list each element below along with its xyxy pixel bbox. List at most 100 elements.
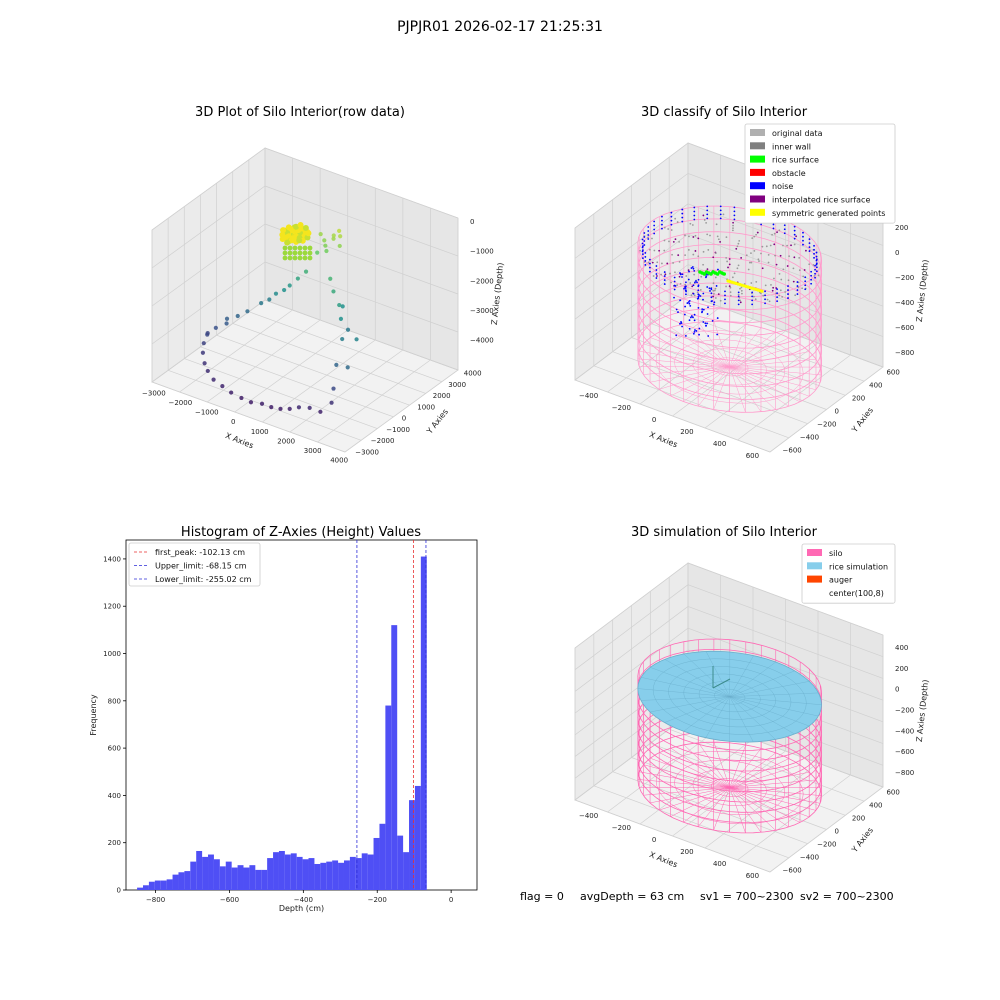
data-point [337, 228, 342, 233]
legend-entry-label: original data [772, 129, 823, 138]
data-point [307, 245, 313, 251]
y-tick-label: 1000 [103, 650, 121, 658]
noise-point [641, 253, 644, 256]
noise-point [706, 322, 708, 325]
silo-floor-spoke [729, 779, 817, 788]
y-tick-label: −3000 [355, 448, 379, 456]
data-point [282, 287, 287, 293]
gridline [200, 346, 394, 418]
classified-point [693, 273, 696, 276]
noise-point [694, 281, 696, 284]
data-point [239, 395, 244, 401]
silo-floor-spoke [729, 366, 789, 407]
silo-floor-spoke [729, 787, 801, 823]
noise-point [679, 273, 682, 276]
classified-point [728, 263, 731, 266]
noise-point [697, 284, 700, 287]
noise-point [711, 319, 714, 322]
noise-point [655, 273, 658, 275]
gridline [317, 359, 431, 443]
noise-point [693, 214, 696, 217]
noise-point [648, 266, 651, 269]
classified-point [697, 237, 700, 240]
noise-point [793, 225, 796, 228]
classified-point [670, 229, 673, 231]
noise-point [751, 295, 754, 298]
silo-floor-spoke [683, 744, 730, 788]
noise-point [813, 248, 815, 251]
classify-legend [744, 123, 896, 224]
noise-point [644, 264, 647, 266]
noise-point [690, 315, 693, 317]
gridline [151, 261, 266, 345]
gridline [687, 233, 884, 307]
silo-floor-spoke [729, 366, 746, 413]
classified-point [656, 275, 658, 277]
y-axis-label: Y Axies [849, 826, 875, 855]
data-point [202, 361, 207, 366]
silo-floor-ring [711, 357, 749, 377]
noise-point [687, 278, 690, 281]
noise-point [692, 316, 694, 319]
classified-point [690, 294, 693, 297]
histogram-bar [326, 861, 333, 890]
noise-point [647, 238, 650, 240]
silo-floor-spoke [729, 366, 776, 410]
classified-point [672, 241, 675, 243]
gridline [151, 223, 266, 307]
silo-floor-spoke [729, 337, 789, 368]
histogram-bar [202, 856, 209, 890]
gridline [574, 562, 689, 649]
classified-point [774, 254, 776, 257]
histogram-bar [196, 850, 203, 890]
data-point [331, 289, 336, 294]
silo-floor-spoke [659, 366, 730, 390]
noise-point [681, 208, 684, 211]
classified-point [714, 287, 717, 290]
z-tick-label: −400 [895, 299, 914, 307]
classified-point [684, 254, 687, 257]
noise-point [815, 251, 818, 254]
noise-point [724, 294, 726, 297]
noise-point [772, 227, 775, 230]
classified-point [778, 273, 781, 275]
gridline [669, 728, 865, 802]
silo-floor-ring [674, 339, 786, 395]
noise-point [804, 288, 807, 291]
classified-point [678, 275, 681, 278]
noise-point [710, 296, 713, 299]
noise-point [695, 330, 698, 332]
noise-point [673, 276, 676, 279]
noise-point [813, 252, 815, 255]
noise-point [663, 271, 666, 273]
noise-point [647, 234, 650, 236]
silo-floor-spoke [643, 366, 730, 375]
silo-floor-ring [655, 330, 804, 404]
z-axis-label: Z Axies (Depth) [490, 262, 506, 325]
z-tick-label: −200 [895, 274, 914, 282]
data-point [318, 231, 323, 237]
data-point [282, 245, 288, 251]
data-point [331, 386, 336, 391]
data-point [282, 250, 288, 256]
classified-point [737, 242, 740, 245]
silo-floor-spoke [659, 331, 730, 368]
classified-point [740, 289, 743, 292]
classified-point [674, 238, 677, 241]
noise-point [810, 274, 813, 277]
gridline [289, 349, 404, 433]
x-tick-label: −800 [146, 896, 165, 904]
classified-point [773, 277, 775, 280]
classified-point [736, 267, 739, 270]
gridline [631, 757, 827, 830]
gridline [669, 308, 865, 382]
noise-point [663, 283, 666, 285]
classified-point [773, 232, 776, 235]
classified-point [745, 254, 748, 257]
classified-point [706, 268, 709, 271]
noise-point [783, 232, 786, 235]
classified-point [765, 245, 768, 248]
legend-swatch [807, 562, 822, 570]
classified-point [752, 295, 755, 298]
noise-point [716, 317, 719, 319]
